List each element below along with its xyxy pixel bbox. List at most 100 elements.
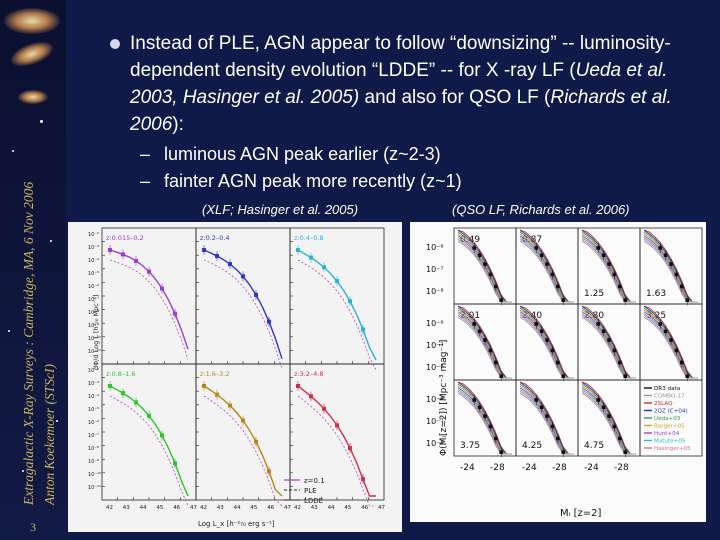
y-axis-label: dΦ/d Log L [h³₇₀ Mpc⁻³]: [92, 295, 100, 370]
legend-label: Hunt+04: [654, 431, 680, 437]
bullet-text-part: Instead of PLE, AGN appear to follow “do…: [130, 33, 671, 81]
y-tick-label: 10⁻¹⁰: [88, 336, 101, 342]
y-tick-label: 10⁻⁹: [88, 323, 99, 329]
model-curve: [643, 229, 698, 303]
sub-bullet-dash: –: [140, 171, 151, 191]
y-tick-label: 10⁻⁸: [426, 287, 444, 296]
panel-frame: [101, 363, 197, 501]
bullet-text-part: and also for QSO LF (: [359, 87, 551, 108]
panel-redshift-label: 1.63: [646, 289, 666, 299]
qso-caption: (QSO LF, Richards et al. 2006): [452, 202, 630, 217]
legend-label: Hasinger+05: [654, 446, 691, 452]
x-axis-label: Mᵢ [z=2]: [560, 508, 601, 519]
legend-label: PLE: [304, 487, 317, 495]
panel-redshift-label: 4.25: [522, 441, 542, 451]
sub-bullet-text: fainter AGN peak more recently (z~1): [164, 171, 462, 191]
ple-curve: [297, 259, 377, 371]
y-tick-label: 10⁻⁹: [88, 459, 99, 465]
model-curve: [643, 305, 698, 379]
bullet-text-part: ):: [172, 114, 184, 135]
legend-label: z=0.1: [304, 477, 325, 485]
model-curve: [581, 392, 636, 455]
y-tick-label: 10⁻⁷: [426, 341, 444, 350]
galaxy-image: [18, 90, 48, 104]
qso-panel: 2.80: [577, 303, 641, 382]
main-bullet: Instead of PLE, AGN appear to follow “do…: [110, 30, 672, 138]
panel-redshift-label: z:3.2–4.8: [294, 370, 324, 378]
model-curve: [519, 229, 574, 303]
model-curve: [519, 316, 574, 379]
x-tick-label: 46: [361, 505, 368, 511]
y-tick-label: 10⁻⁴: [88, 394, 99, 400]
model-curve: [519, 392, 574, 455]
panel-redshift-label: z:0.2–0.4: [200, 234, 230, 242]
bullet-citation: Richards et al. 2006: [130, 87, 672, 135]
panel-frame: [289, 227, 385, 365]
qso-figure-svg: 0.49 0.87 1.25 1.63 2.01 2.40 2.80 3.25 3.75 4.25…: [426, 227, 703, 519]
x-tick-label: 45: [344, 505, 351, 511]
model-curve: [581, 229, 636, 303]
panel-redshift-label: z:0.8–1.6: [106, 370, 136, 378]
xlf-panel: z:0.015–0.2: [101, 227, 197, 365]
y-tick-label: 10⁻⁷: [88, 297, 99, 303]
x-tick-label: -28: [552, 463, 567, 473]
y-tick-label: 10⁻¹¹: [88, 349, 101, 355]
ldde-curve: [203, 249, 283, 360]
x-tick-label: 42: [200, 505, 207, 511]
y-tick-label: 10⁻⁴: [88, 258, 99, 264]
y-tick-label: 10⁻⁸: [426, 363, 444, 372]
xlf-figure: z:0.015–0.2 z:0.2–0.4 z:0.4–0.8 z:0.8–1.6 42…: [68, 222, 402, 532]
y-tick-label: 10⁻⁶: [426, 319, 444, 328]
x-tick-label: 43: [123, 505, 130, 511]
panel-redshift-label: 4.75: [584, 441, 604, 451]
panel-redshift-label: 1.25: [584, 289, 604, 299]
model-curve: [581, 381, 636, 455]
x-tick-label: 44: [328, 505, 335, 511]
y-tick-label: 10⁻⁶: [426, 395, 444, 404]
star-dot: [56, 420, 58, 422]
model-curve: [457, 316, 512, 379]
x-tick-label: 47: [378, 505, 385, 511]
legend-label: 2SLAQ: [654, 401, 673, 407]
legend-label: DR3 data: [654, 386, 680, 392]
star-dot: [50, 240, 52, 242]
panel-frame: [101, 227, 197, 365]
x-tick-label: 46: [267, 505, 274, 511]
xlf-panel: z:3.2–4.8 42 43 44 45 46 47: [289, 363, 385, 511]
qso-panel: 4.25: [515, 379, 579, 458]
ldde-curve: [203, 385, 283, 497]
x-tick-label: 42: [106, 505, 113, 511]
y-tick-label: 10⁻⁸: [426, 439, 444, 448]
y-tick-label: 10⁻⁷: [426, 265, 444, 274]
y-tick-label: 10⁻¹⁰: [88, 472, 101, 478]
model-curve: [457, 240, 512, 303]
qso-panel: 1.63: [639, 227, 703, 306]
model-curve: [581, 316, 636, 379]
y-tick-label: 10⁻³: [88, 381, 99, 387]
model-curve: [581, 240, 636, 303]
model-curve: [457, 229, 512, 303]
qso-panel: 4.75: [577, 379, 641, 458]
qso-panel: 0.49: [453, 227, 517, 306]
x-tick-label: -24: [522, 463, 537, 473]
y-tick-label: 10⁻⁵: [88, 271, 99, 277]
x-tick-label: -24: [584, 463, 599, 473]
y-tick-label: 10⁻⁷: [88, 433, 99, 439]
xlf-panel: z:0.4–0.8: [289, 227, 385, 371]
ple-curve: [297, 395, 376, 507]
y-tick-label: 10⁻²: [88, 368, 99, 374]
x-tick-label: 43: [217, 505, 224, 511]
panel-redshift-label: z:0.4–0.8: [294, 234, 324, 242]
sub-bullet-text: luminous AGN peak earlier (z~2-3): [164, 144, 441, 164]
x-tick-label: -28: [490, 463, 505, 473]
y-tick-label: 10⁻⁶: [88, 420, 99, 426]
legend-label: Matute+05: [654, 439, 686, 445]
panel-frame: [639, 379, 703, 457]
legend-label: Ueda+03: [654, 416, 681, 422]
x-tick-label: 45: [156, 505, 163, 511]
main-bullet-text: Instead of PLE, AGN appear to follow “do…: [112, 30, 672, 138]
star-dot: [40, 120, 43, 123]
star-dot: [12, 150, 14, 152]
legend-label: Barger+05: [654, 424, 685, 430]
